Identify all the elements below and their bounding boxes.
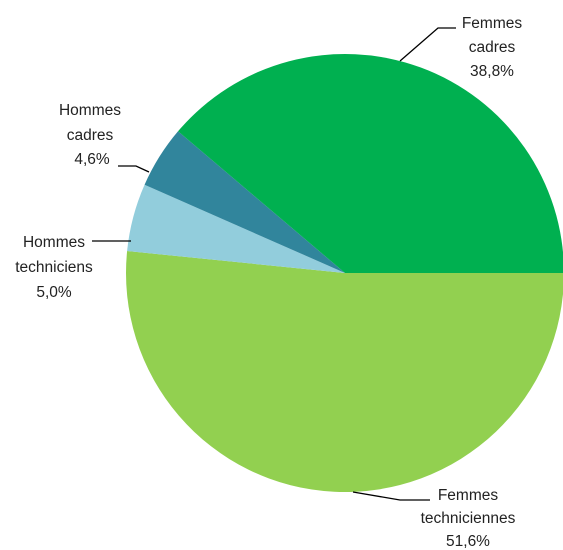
leader-lines: [92, 27, 456, 501]
slice-label-femmes-cadres: Femmes cadres 38,8%: [462, 15, 523, 80]
pie-slices: [126, 54, 563, 493]
pie-slice-femmes-techniciennes: [126, 251, 563, 493]
pie-slice-femmes-cadres: [178, 54, 563, 273]
leader-line-femmes-cadres: [399, 27, 456, 62]
slice-label-line-2: cadres: [67, 127, 114, 144]
slice-label-line-1: Hommes: [23, 234, 85, 251]
leader-line-femmes-techniciennes: [352, 491, 430, 501]
slice-label-line-2: techniciennes: [421, 510, 516, 527]
slice-label-femmes-techniciennes: Femmes techniciennes 51,6%: [421, 487, 516, 550]
slice-value-label: 51,6%: [446, 533, 490, 550]
slice-label-hommes-techniciens: Hommes techniciens 5,0%: [15, 234, 93, 301]
slice-label-hommes-cadres: Hommes cadres 4,6%: [59, 102, 121, 168]
pie-slice-hommes-techniciens: [127, 184, 345, 273]
pie-slice-hommes-cadres: [144, 131, 345, 273]
leader-line-hommes-cadres: [118, 165, 150, 173]
slice-label-line-2: techniciens: [15, 259, 93, 276]
slice-label-line-1: Hommes: [59, 102, 121, 119]
slice-label-line-2: cadres: [469, 39, 516, 56]
slice-value-label: 38,8%: [470, 63, 514, 80]
slice-label-line-1: Femmes: [462, 15, 523, 32]
slice-value-label: 4,6%: [74, 151, 110, 168]
slice-value-label: 5,0%: [36, 284, 72, 301]
slice-label-line-1: Femmes: [438, 487, 499, 504]
